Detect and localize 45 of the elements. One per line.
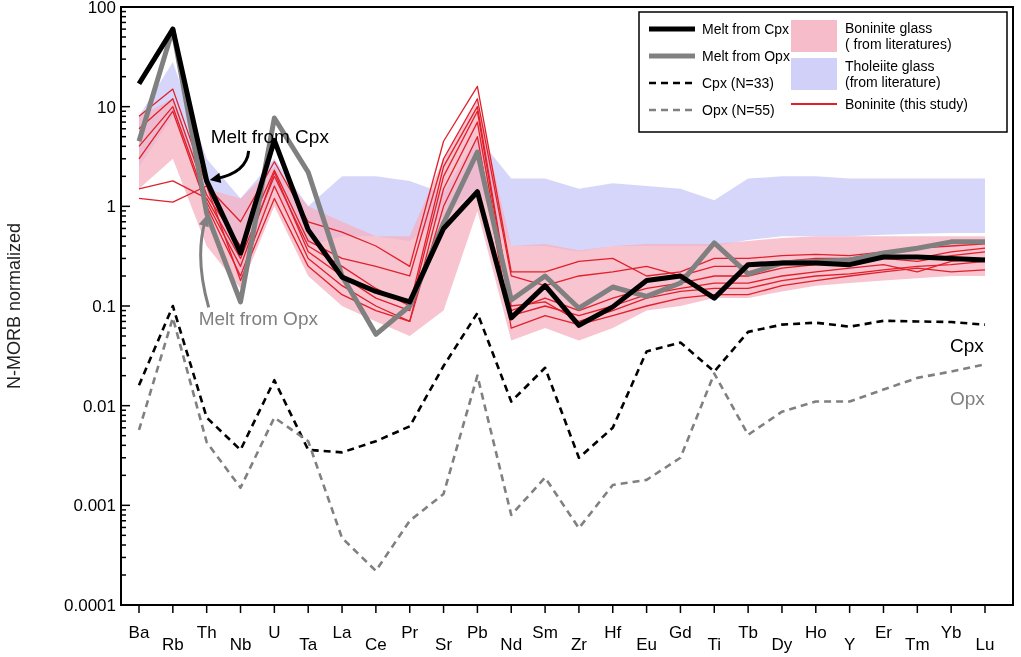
y-tick-label: 0.0001 <box>64 595 116 615</box>
x-tick-label: Nb <box>229 635 252 654</box>
legend-label: Boninite (this study) <box>845 95 968 112</box>
legend-label: Opx (N=55) <box>702 101 775 118</box>
x-tick-label: Rb <box>161 635 184 654</box>
x-tick-label: Nd <box>500 635 523 654</box>
y-tick-label: 100 <box>87 0 116 17</box>
y-tick-label: 10 <box>97 97 116 117</box>
x-tick-label: Tm <box>905 635 930 654</box>
x-tick-label: Tb <box>738 623 759 642</box>
x-tick-label: Yb <box>940 623 962 642</box>
x-tick-label: Ti <box>707 635 722 654</box>
y-axis-title: N-MORB normalized <box>4 222 24 390</box>
x-tick-label: Zr <box>570 635 588 654</box>
x-tick-label: Sr <box>435 635 453 654</box>
x-tick-label: Sm <box>532 623 558 642</box>
x-tick-label: Ta <box>299 635 318 654</box>
x-tick-label: U <box>268 623 281 642</box>
legend-label: Melt from Cpx <box>702 20 790 37</box>
annotation: Cpx <box>950 335 985 356</box>
x-tick-label: Ce <box>365 635 387 654</box>
annotation: Opx <box>950 388 986 409</box>
x-tick-label: Pr <box>401 623 419 642</box>
x-tick-label: Gd <box>669 623 692 642</box>
legend-label: Melt from Opx <box>702 47 790 64</box>
x-tick-label: Eu <box>636 635 657 654</box>
y-tick-label: 0.01 <box>82 396 116 416</box>
x-tick-label: Th <box>196 623 217 642</box>
x-tick-label: Pb <box>467 623 488 642</box>
annotation: Melt from Cpx <box>210 125 330 147</box>
legend-label: Boninite glass ( from literatures) <box>845 19 952 52</box>
annotation: Melt from Opx <box>198 308 319 330</box>
legend-label: Tholeiite glass (from literature) <box>845 57 941 90</box>
x-tick-label: Er <box>874 623 893 642</box>
x-tick-label: La <box>332 623 353 642</box>
legend-label: Cpx (N=33) <box>702 74 774 91</box>
x-tick-label: Dy <box>771 635 793 654</box>
y-tick-label: 1 <box>106 197 116 217</box>
x-tick-label: Y <box>843 635 856 654</box>
x-tick-label: Ho <box>804 623 827 642</box>
x-tick-label: Ba <box>128 623 150 642</box>
x-tick-label: Hf <box>604 623 622 642</box>
y-tick-label: 0.001 <box>73 496 116 516</box>
y-tick-label: 0.1 <box>92 296 116 316</box>
x-tick-label: Lu <box>975 635 995 654</box>
